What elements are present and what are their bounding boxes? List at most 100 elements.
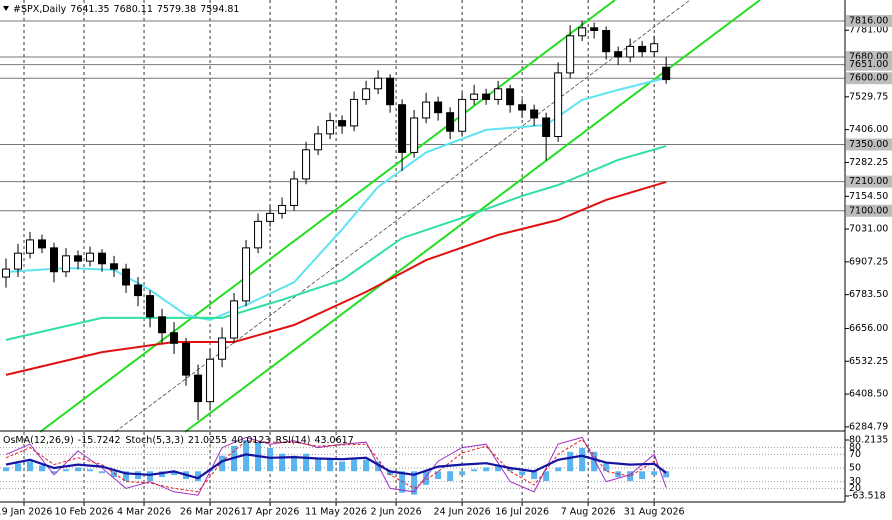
- osma-bar: [531, 471, 538, 480]
- osma-bar: [639, 471, 646, 480]
- candle-body: [182, 342, 191, 376]
- candle-body: [410, 117, 419, 153]
- candle-body: [458, 98, 467, 132]
- x-tick-label: 16 Jul 2026: [495, 507, 549, 518]
- candle-body: [662, 66, 671, 81]
- candle-body: [626, 45, 635, 58]
- moving-average: [5, 180, 667, 376]
- candle-body: [110, 263, 119, 270]
- candle-body: [218, 337, 227, 360]
- y-tick-label: 7154.50: [849, 191, 888, 202]
- ohlc-value: 7641.35: [70, 4, 109, 15]
- candle-body: [590, 27, 599, 31]
- candle-body: [134, 284, 143, 297]
- candle-body: [362, 88, 371, 100]
- level-label-box: [846, 72, 892, 85]
- indicator-line: [5, 453, 667, 480]
- x-tick-label: 24 Jun 2026: [434, 507, 491, 518]
- y-tick-label: 80: [849, 442, 861, 453]
- candle-body: [26, 239, 35, 254]
- osma-bar: [15, 463, 22, 472]
- candle-body: [350, 98, 359, 127]
- candle-body: [482, 93, 491, 100]
- x-tick-label: 10 Feb 2026: [54, 507, 113, 518]
- level-label: 7350.00: [849, 139, 888, 150]
- osma-bar: [3, 467, 10, 472]
- osma-bar: [219, 455, 226, 472]
- candle-body: [470, 93, 479, 100]
- y-tick-label: 7781.00: [849, 25, 888, 36]
- chart-header: #SPX,Daily 7641.35 7680.11 7579.38 7594.81: [13, 4, 239, 15]
- osma-bar: [411, 471, 418, 495]
- osma-bar: [39, 465, 46, 472]
- indicator-name: RSI(14): [276, 435, 311, 446]
- osma-bar: [663, 471, 670, 478]
- osma-bar: [591, 451, 598, 472]
- osma-bar: [363, 459, 370, 472]
- moving-average: [5, 76, 667, 322]
- osma-bar: [423, 471, 430, 485]
- y-tick-label: 7282.25: [849, 157, 888, 168]
- x-tick-label: 17 Apr 2026: [241, 507, 300, 518]
- level-label-box: [846, 14, 892, 27]
- indicator-line: [5, 438, 667, 493]
- osma-bar: [123, 471, 130, 481]
- grid-layer: [0, 0, 845, 502]
- x-tick-label: 26 Mar 2026: [180, 507, 240, 518]
- y-tick-label: 6532.25: [849, 356, 888, 367]
- ohlc-value: 7579.38: [157, 4, 196, 15]
- indicator-name: OsMA(12,26,9): [3, 435, 74, 446]
- candle-body: [206, 358, 215, 403]
- menu-icon[interactable]: [3, 6, 9, 11]
- indicator-line: [5, 436, 667, 496]
- osma-bar: [519, 471, 526, 476]
- candle-body: [494, 88, 503, 100]
- plot-layer: [2, 20, 671, 496]
- osma-bar: [603, 463, 610, 472]
- ohlc-value: 7594.81: [200, 4, 239, 15]
- level-label: 7651.00: [849, 59, 888, 70]
- osma-bar: [291, 455, 298, 472]
- y-tick-label: 6408.50: [849, 389, 888, 400]
- candle-body: [374, 77, 383, 90]
- candle-body: [86, 252, 95, 262]
- osma-bar: [375, 461, 382, 472]
- x-tick-label: 11 May 2026: [305, 507, 367, 518]
- symbol: #SPX,Daily: [13, 4, 67, 15]
- y-tick-label: 6783.50: [849, 289, 888, 300]
- y-tick-label: 6656.00: [849, 323, 888, 334]
- candle-body: [386, 77, 395, 106]
- y-tick-label: 7529.75: [849, 91, 888, 102]
- osma-bar: [279, 453, 286, 472]
- level-label-box: [846, 138, 892, 151]
- x-tick-label: 31 Aug 2026: [624, 507, 685, 518]
- candle-body: [230, 300, 239, 339]
- osma-bar: [555, 467, 562, 472]
- candle-body: [158, 316, 167, 334]
- candle-body: [302, 149, 311, 180]
- x-tick-label: 19 Jan 2026: [0, 507, 52, 518]
- osma-bar: [447, 471, 454, 481]
- candle-body: [566, 35, 575, 74]
- y-tick-label: 6907.25: [849, 256, 888, 267]
- candle-body: [326, 120, 335, 135]
- indicator-value: 43.0617: [314, 435, 353, 446]
- candle-body: [650, 43, 659, 53]
- y-tick-label: 20: [849, 483, 861, 494]
- osma-bar: [495, 465, 502, 472]
- osma-bar: [99, 471, 106, 474]
- candle-body: [530, 109, 539, 119]
- y2-tick-label: -63.518: [849, 491, 886, 502]
- osma-bar: [483, 467, 490, 472]
- candle-body: [62, 255, 71, 273]
- candle-body: [50, 247, 59, 273]
- candle-body: [542, 117, 551, 138]
- indicator-value: -15.7242: [78, 435, 121, 446]
- candle-body: [518, 104, 527, 111]
- candle-body: [74, 255, 83, 262]
- candle-body: [314, 133, 323, 151]
- candle-body: [14, 252, 23, 270]
- y-tick-label: 6284.79: [849, 421, 888, 432]
- indicator-header: OsMA(12,26,9) -15.7242 Stoch(5,3,3) 21.0255…: [3, 435, 354, 446]
